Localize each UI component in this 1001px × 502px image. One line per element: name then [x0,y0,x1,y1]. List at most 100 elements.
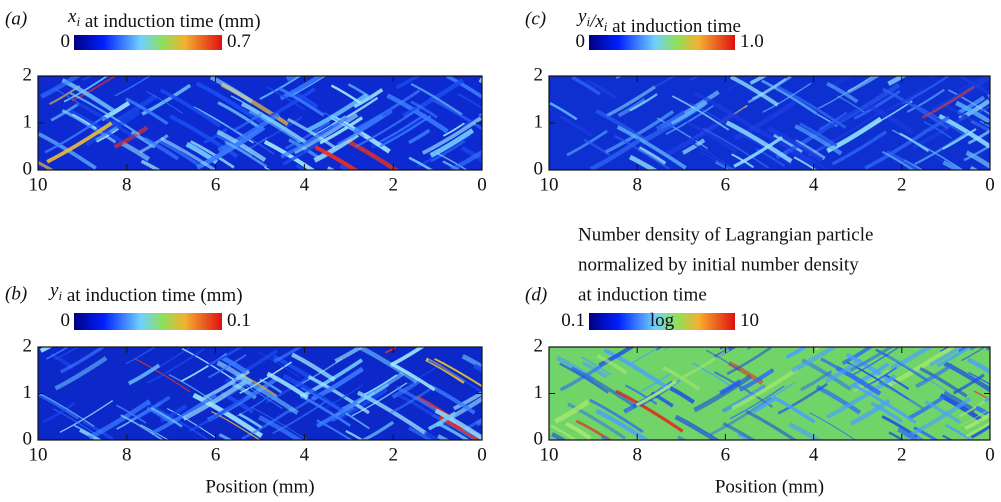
field-texture [410,82,463,116]
field-texture [121,141,151,162]
field-texture [914,130,970,166]
title-text: at induction time (mm) [62,285,242,306]
colorbar-scale-label: log [650,310,675,331]
field-texture [762,82,812,113]
y-tick-label: 2 [23,335,33,356]
field-texture [337,110,393,146]
field-texture [230,95,284,128]
field-texture [150,393,218,436]
field-texture [714,160,735,170]
field-texture [615,76,623,79]
field-texture [897,427,921,440]
field-texture [53,408,97,436]
y-tick-label: 1 [23,111,33,132]
field [38,76,482,170]
y-tick-label: 1 [534,111,544,132]
field-texture [919,366,968,398]
x-tick-label: 8 [122,174,132,195]
colorbar [589,313,735,330]
field-texture [887,76,908,86]
field-texture [295,164,308,170]
field-texture [575,419,613,440]
field-texture [293,112,359,155]
field-texture [826,81,859,104]
field-texture [339,164,352,170]
field-texture [241,406,295,440]
field-texture [693,374,752,413]
field-texture [207,353,247,379]
field-texture [719,347,726,350]
field-texture [54,356,108,391]
field-texture [809,412,857,440]
field-texture [216,133,254,158]
field-texture [168,373,216,403]
field-texture [745,409,798,440]
field-texture [379,114,425,143]
field-texture [264,166,272,170]
field-texture [241,102,308,145]
field-texture [777,382,828,415]
y-tick-label: 2 [534,335,544,356]
field-texture [389,388,431,414]
field-texture [912,113,969,150]
field-texture [340,388,388,419]
field-texture [847,76,881,94]
title-text: x [67,6,77,27]
field-texture [427,359,482,394]
field-texture [427,411,457,431]
field-texture [430,140,466,163]
field-texture [554,399,590,424]
field-texture [638,146,667,166]
field-texture [650,391,674,408]
field-texture [603,348,668,389]
colorbar-min-label: 0 [576,31,586,52]
x-tick-label: 0 [985,444,995,465]
field-texture [334,347,365,364]
field-texture [277,86,325,117]
field-texture [250,406,308,440]
field-texture [674,414,721,440]
field-texture [725,120,793,164]
field-texture [38,392,95,427]
field-texture [635,380,677,407]
y-tick-label: 2 [534,64,544,85]
field-texture [478,77,482,84]
field-texture [929,347,965,367]
field-texture [732,168,737,170]
field-texture [779,141,831,170]
field-texture [442,160,461,170]
field-texture [637,128,669,148]
field-texture [776,85,847,129]
colorbar-max-label: 0.1 [227,310,251,331]
field-texture [408,128,431,145]
field-texture [141,83,192,116]
field-texture [379,115,432,148]
colorbar [74,35,222,50]
field-texture [159,88,222,128]
panel-label: (c) [525,8,546,29]
field-texture [384,347,399,354]
field-texture [945,423,974,440]
field-texture [257,351,300,378]
field-texture [113,125,149,149]
field-texture [390,362,436,392]
field-texture [217,112,281,153]
field-texture [913,103,965,136]
field-texture [248,110,302,144]
field-texture [814,347,823,351]
field-texture [266,86,306,111]
field-texture [358,347,419,384]
field-texture [395,76,422,90]
field-texture [549,102,578,121]
y-tick-label: 0 [23,158,33,179]
field-texture [559,362,609,394]
field-texture [624,384,658,405]
field-texture [38,393,80,420]
field-texture [331,407,355,422]
field-texture [911,139,964,170]
field-texture [147,348,205,384]
field-texture [45,347,70,360]
field-texture [885,150,923,170]
field-texture [906,88,945,113]
colorbar-min-label: 0.1 [561,310,585,331]
